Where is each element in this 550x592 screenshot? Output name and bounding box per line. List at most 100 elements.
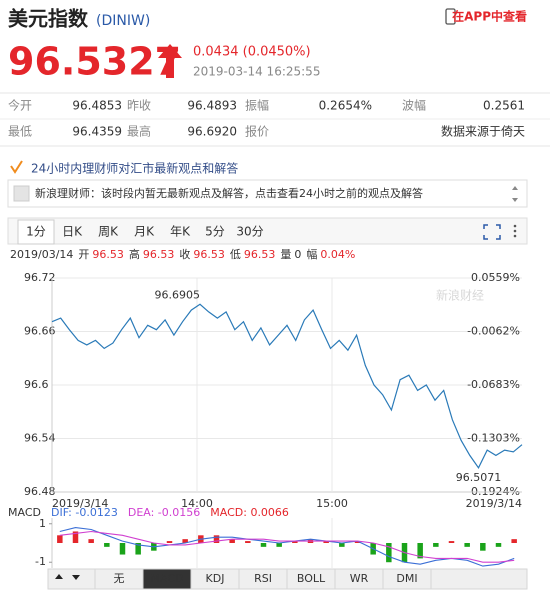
- macd-bar: [386, 543, 392, 563]
- indicator-tab-label[interactable]: WR: [350, 572, 369, 585]
- indicator-tab-label[interactable]: RSI: [254, 572, 272, 585]
- info-value: 96.53: [244, 248, 276, 261]
- macd-title: MACD: [8, 506, 41, 519]
- stat-label: 昨收: [127, 99, 151, 113]
- macd-bar: [292, 541, 298, 543]
- macd-bar: [339, 543, 345, 547]
- menu-dot[interactable]: [513, 229, 517, 233]
- stats-table: 今开 96.4853 昨收 96.4893 振幅 0.2654% 波幅 0.2561 最低 96.…: [8, 98, 525, 139]
- chart-tab[interactable]: 周K: [98, 225, 119, 239]
- indicator-tab-label[interactable]: DMI: [396, 572, 417, 585]
- info-value: 96.53: [92, 248, 124, 261]
- price-line: [51, 303, 523, 469]
- indicator-tab-label[interactable]: 无: [114, 572, 125, 585]
- pct-tick-label: -0.0683%: [467, 378, 520, 391]
- macd-bar: [464, 543, 470, 547]
- y-tick-label: 96.48: [24, 485, 56, 498]
- menu-dot[interactable]: [513, 234, 517, 238]
- legend-entry: DEA: -0.0156: [128, 506, 200, 519]
- macd-line: [59, 527, 515, 567]
- scroll-arrows[interactable]: [512, 186, 518, 202]
- advisor-box: [7, 179, 528, 208]
- chart-tab[interactable]: 日K: [62, 225, 83, 239]
- y-tick-label: -1: [35, 555, 46, 568]
- tab-selected: [17, 219, 55, 245]
- macd-bar: [166, 541, 173, 543]
- macd-bar: [213, 535, 220, 543]
- info-label: 开: [78, 248, 89, 261]
- advisor-heading[interactable]: 24小时内理财师对汇市最新观点和解答: [31, 161, 238, 176]
- info-value: 96.53: [193, 248, 225, 261]
- quote-time: 2019-03-14 16:25:55: [193, 65, 320, 79]
- stat-value: 96.4359: [72, 125, 122, 139]
- up-button[interactable]: [55, 574, 63, 579]
- legend-entry: DIF: -0.0123: [51, 506, 118, 519]
- pct-tick-label: -0.0062%: [467, 325, 520, 338]
- x-tick-label: 14:00: [181, 497, 213, 510]
- macd-bar: [260, 543, 267, 547]
- symbol-code: (DINIW): [96, 13, 150, 29]
- stat-label: 最高: [127, 124, 151, 139]
- macd-bar: [323, 541, 329, 543]
- macd-bar: [229, 539, 235, 543]
- app-link[interactable]: 在APP中查看: [452, 9, 527, 24]
- macd-bar: [119, 543, 126, 555]
- advisor-icon: [10, 160, 23, 174]
- info-date: 2019/03/14: [10, 248, 73, 261]
- stat-label: 振幅: [245, 98, 269, 113]
- macd-legend: MACD DIF: -0.0123 DEA: -0.0156 MACD: 0.0066: [8, 506, 289, 519]
- y-tick-label: 96.6: [24, 378, 49, 391]
- indicator-tab-label[interactable]: MACD: [151, 572, 184, 585]
- chart-tabs: 1分 日K 周K 月K 年K 5分 30分: [17, 219, 264, 245]
- stat-value: 96.4853: [72, 99, 122, 113]
- y-tick-label: 96.72: [24, 271, 56, 284]
- macd-bar: [417, 543, 423, 559]
- y-tick-label: 96.54: [24, 432, 56, 445]
- up-arrow: [158, 44, 182, 78]
- info-bar: 2019/03/14 开 96.53 高 96.53 收 96.53 低 96.53 量 0 幅 0.0…: [10, 247, 355, 261]
- fullscreen-icon[interactable]: [483, 224, 501, 240]
- macd-bar: [72, 531, 79, 543]
- macd-bar: [433, 543, 439, 547]
- indicator-tab-label[interactable]: BOLL: [297, 572, 326, 585]
- macd-bar: [354, 541, 361, 543]
- info-value: 0.04%: [320, 248, 355, 261]
- watermark: 新浪财经: [436, 288, 484, 303]
- pct-tick-label: 0.0559%: [471, 271, 520, 284]
- stat-value: 数据来源于倚天: [441, 124, 525, 139]
- indicator-tab[interactable]: [382, 568, 432, 590]
- legend-entry: MACD: 0.0066: [210, 506, 289, 519]
- min-label: 96.5071: [456, 471, 502, 484]
- pct-tick-label: -0.1303%: [467, 432, 520, 445]
- x-tick-label: 2019/3/14: [466, 497, 522, 510]
- intraday-chart: 96.72 96.66 96.6 96.54 96.48 0.0559% -0.0062% -…: [24, 271, 523, 568]
- x-tick-label: 15:00: [316, 497, 348, 510]
- stat-label: 波幅: [402, 98, 426, 113]
- advisor-message[interactable]: 新浪理财师：该时段内暂无最新观点及解答，点击查看24小时之前的观点及解答: [35, 186, 423, 200]
- chart-tab[interactable]: 5分: [205, 225, 225, 239]
- down-button[interactable]: [72, 575, 80, 580]
- max-label: 96.6905: [154, 288, 200, 301]
- stat-value: 96.4893: [187, 99, 237, 113]
- info-label: 高: [129, 247, 140, 261]
- macd-bar: [495, 543, 502, 547]
- chart-tab[interactable]: 月K: [134, 225, 155, 239]
- macd-bar: [448, 541, 455, 543]
- x-tick-label: 2019/3/14: [52, 497, 108, 510]
- stat-label: 今开: [8, 98, 32, 113]
- macd-bar: [135, 543, 141, 555]
- chart-tab[interactable]: 30分: [236, 225, 263, 239]
- tab-bar: [7, 217, 528, 245]
- indicator-tab-label[interactable]: KDJ: [206, 572, 225, 585]
- macd-bar: [276, 543, 282, 547]
- macd-bar: [182, 539, 188, 543]
- chart-tab[interactable]: 1分: [26, 225, 46, 239]
- page-title: 美元指数: [8, 7, 89, 31]
- macd-bar: [245, 541, 251, 543]
- chart-tab[interactable]: 年K: [170, 225, 191, 239]
- macd-bar: [511, 539, 517, 543]
- info-label: 收: [179, 247, 190, 261]
- macd-bar: [480, 543, 486, 551]
- menu-dot[interactable]: [513, 224, 517, 228]
